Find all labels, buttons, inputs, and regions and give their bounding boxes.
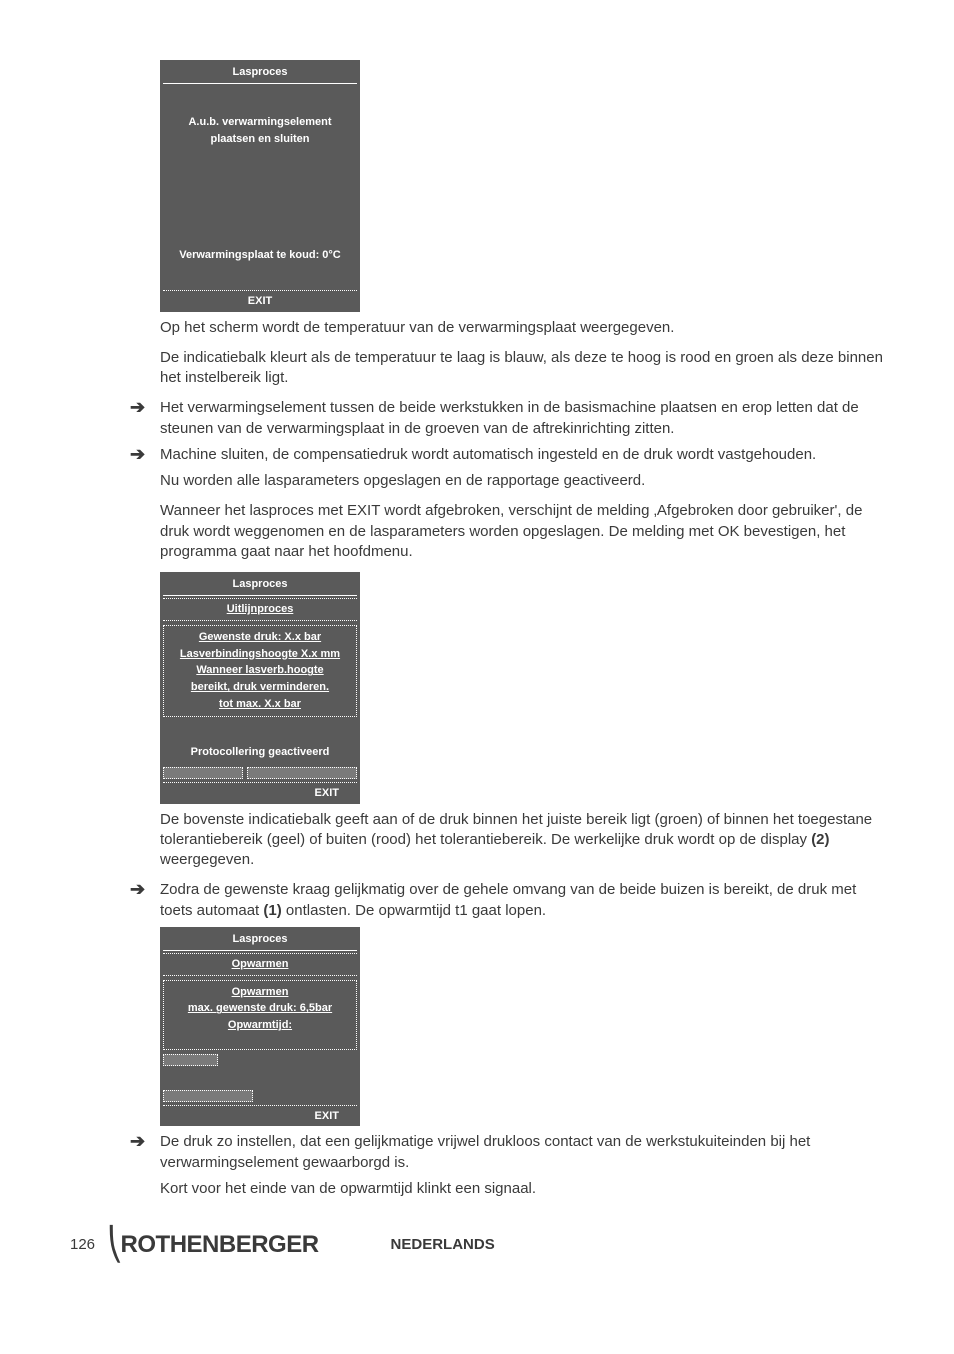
arrow-right-icon: ➔ bbox=[130, 880, 160, 921]
paragraph-text: De bovenste indicatiebalk geeft aan of d… bbox=[160, 811, 872, 848]
bullet-text-part: ontlasten. De opwarmtijd t1 gaat lopen. bbox=[282, 902, 546, 919]
screen-bar-segment bbox=[163, 1054, 218, 1066]
screen-exit-label: EXIT bbox=[163, 290, 357, 309]
screen-exit-label: EXIT bbox=[163, 782, 357, 801]
screen-bars bbox=[163, 1054, 357, 1066]
screen-title: Lasproces bbox=[163, 575, 357, 596]
bullet-item: ➔ De druk zo instellen, dat een gelijkma… bbox=[130, 1132, 884, 1173]
screen-body: A.u.b. verwarmingselement plaatsen en sl… bbox=[163, 84, 357, 184]
screen-gap bbox=[163, 721, 357, 741]
screen-bar-segment bbox=[163, 767, 243, 779]
paragraph: De bovenste indicatiebalk geeft aan of d… bbox=[160, 810, 884, 871]
ref-number: (2) bbox=[811, 831, 829, 848]
device-screen-2: Lasproces Uitlijnproces Gewenste druk: X… bbox=[160, 572, 360, 804]
screen-gap bbox=[163, 184, 357, 244]
screen-line: tot max. X.x bar bbox=[166, 696, 354, 713]
device-screen-1: Lasproces A.u.b. verwarmingselement plaa… bbox=[160, 60, 360, 312]
screen-body-line: A.u.b. verwarmingselement bbox=[163, 114, 357, 131]
paragraph: Wanneer het lasproces met EXIT wordt afg… bbox=[160, 501, 884, 562]
screen-title: Lasproces bbox=[163, 930, 357, 951]
language-label: NEDERLANDS bbox=[391, 1235, 495, 1255]
screen-status: Verwarmingsplaat te koud: 0°C bbox=[163, 244, 357, 267]
bullet-item: ➔ Machine sluiten, de compensatiedruk wo… bbox=[130, 445, 884, 465]
screen-info-box: Gewenste druk: X.x bar Lasverbindingshoo… bbox=[163, 625, 357, 717]
bullet-text: De druk zo instellen, dat een gelijkmati… bbox=[160, 1132, 884, 1173]
arrow-right-icon: ➔ bbox=[130, 398, 160, 439]
screen-line: bereikt, druk verminderen. bbox=[166, 679, 354, 696]
page-footer: 126 ⎝ ROTHENBERGER NEDERLANDS bbox=[70, 1223, 884, 1266]
screen-body-line: plaatsen en sluiten bbox=[163, 131, 357, 148]
screen-exit-label: EXIT bbox=[163, 1105, 357, 1124]
page-number: 126 bbox=[70, 1235, 95, 1255]
screen-info-box: Opwarmen max. gewenste druk: 6,5bar Opwa… bbox=[163, 980, 357, 1050]
screen-subtitle: Opwarmen bbox=[163, 953, 357, 976]
paragraph: Kort voor het einde van de opwarmtijd kl… bbox=[160, 1179, 884, 1199]
bullet-item: ➔ Zodra de gewenste kraag gelijkmatig ov… bbox=[130, 880, 884, 921]
screen-bars bbox=[163, 767, 357, 779]
screen-status: Protocollering geactiveerd bbox=[163, 741, 357, 764]
screen-gap bbox=[163, 267, 357, 287]
bullet-text: Machine sluiten, de compensatiedruk word… bbox=[160, 445, 884, 465]
screen-line: Opwarmtijd: bbox=[166, 1017, 354, 1034]
brand-logo: ⎝ ROTHENBERGER bbox=[107, 1223, 319, 1266]
screen-title: Lasproces bbox=[163, 63, 357, 84]
screen-line: Gewenste druk: X.x bar bbox=[166, 629, 354, 646]
bullet-text: Zodra de gewenste kraag gelijkmatig over… bbox=[160, 880, 884, 921]
bullet-text: Het verwarmingselement tussen de beide w… bbox=[160, 398, 884, 439]
paragraph-text: weergegeven. bbox=[160, 851, 254, 868]
brand-text: ROTHENBERGER bbox=[121, 1229, 319, 1261]
screen-bar-segment bbox=[247, 767, 358, 779]
device-screen-3: Lasproces Opwarmen Opwarmen max. gewenst… bbox=[160, 927, 360, 1127]
screen-bar-segment bbox=[163, 1090, 253, 1102]
paragraph: De indicatiebalk kleurt als de temperatu… bbox=[160, 348, 884, 389]
screen-line: Opwarmen bbox=[166, 984, 354, 1001]
screen-bars bbox=[163, 1090, 357, 1102]
screen-line: max. gewenste druk: 6,5bar bbox=[166, 1000, 354, 1017]
screen-line: Wanneer lasverb.hoogte bbox=[166, 662, 354, 679]
screen-line: Lasverbindingshoogte X.x mm bbox=[166, 646, 354, 663]
screen-subtitle: Uitlijnproces bbox=[163, 598, 357, 621]
bullet-item: ➔ Het verwarmingselement tussen de beide… bbox=[130, 398, 884, 439]
ref-number: (1) bbox=[263, 902, 281, 919]
arrow-right-icon: ➔ bbox=[130, 1132, 160, 1173]
screen-gap bbox=[163, 1069, 357, 1087]
paragraph: Op het scherm wordt de temperatuur van d… bbox=[160, 318, 884, 338]
paragraph: Nu worden alle lasparameters opgeslagen … bbox=[160, 471, 884, 491]
arrow-right-icon: ➔ bbox=[130, 445, 160, 465]
